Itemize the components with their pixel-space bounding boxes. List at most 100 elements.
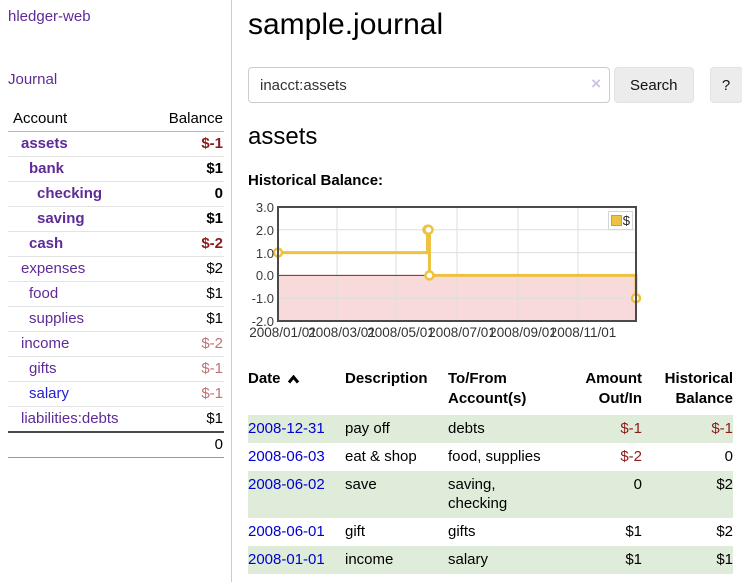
transaction-row: 2008-06-03 eat & shop food, supplies $-2 0 [248,443,733,471]
transaction-amount: 0 [568,471,642,518]
sort-ascending-icon [287,371,300,388]
account-link[interactable]: liabilities:debts [21,410,119,427]
y-axis-tick-label: 3.0 [255,200,274,215]
accounts-table-body: assets $-1 bank $1 checking 0 saving $1 cash $-2 e… [8,131,224,433]
transaction-date-link[interactable]: 2008-01-01 [248,551,325,568]
account-row: income $-2 [8,331,224,357]
transaction-balance: $-1 [642,415,733,443]
account-row: expenses $2 [8,256,224,282]
account-row: liabilities:debts $1 [8,406,224,433]
account-row: checking 0 [8,181,224,207]
account-balance: $1 [147,281,224,307]
account-link[interactable]: assets [21,135,68,152]
transaction-row: 2008-12-31 pay off debts $-1 $-1 [248,415,733,443]
account-balance: 0 [147,181,224,207]
account-link[interactable]: salary [29,385,70,402]
search-bar: × Search ? [248,67,742,103]
transaction-date-link[interactable]: 2008-06-01 [248,523,325,540]
clear-search-icon[interactable]: × [591,74,601,93]
legend-label: $ [622,213,630,228]
account-link[interactable]: income [21,335,70,352]
account-balance: $1 [147,406,224,433]
transaction-balance: 0 [724,448,733,465]
account-link[interactable]: saving [37,210,85,227]
historical-balance-chart: $ 3.0 2.0 1.0 0.0 -1.0 -2.0 2008/01/01 2008/03/… [248,200,742,346]
account-row: saving $1 [8,206,224,232]
y-axis-tick-label: -2.0 [251,314,274,329]
register-header-row: Date Description To/From Account(s) Amou… [248,365,733,415]
accounts-total-value: 0 [147,431,224,458]
search-box: × [248,67,610,103]
accounts-header-account: Account [8,107,148,132]
transaction-row: 2008-06-02 save saving, checking 0 $2 [248,471,733,518]
account-link[interactable]: checking [37,185,103,202]
sidebar-item-journal[interactable]: Journal [8,71,58,88]
transaction-row: 2008-06-01 gift gifts $1 $2 [248,518,733,546]
account-link[interactable]: cash [29,235,64,252]
x-axis-tick-label: 2008/01/01 [249,325,317,340]
legend-swatch-icon [610,215,622,226]
transaction-description: save [345,471,448,518]
account-balance: $1 [147,306,224,332]
transaction-amount: $1 [568,546,642,574]
x-axis-tick-label: 2008/03/01 [308,325,376,340]
transaction-description: income [345,546,448,574]
transaction-accounts: gifts [448,523,476,540]
y-axis-tick-label: 2.0 [255,222,274,238]
account-link[interactable]: bank [29,160,65,177]
chart-plot-area: $ [272,206,642,322]
account-balance: $-1 [147,131,224,157]
account-balance: $-1 [147,356,224,382]
accounts-total-row: 0 [8,431,224,458]
account-balance: $1 [147,156,224,182]
register-header-date[interactable]: Date [248,365,345,415]
y-axis-tick-label: 0.0 [255,268,274,284]
account-balance: $-1 [147,381,224,407]
chart-title: Historical Balance: [248,172,384,189]
register-table: Date Description To/From Account(s) Amou… [248,365,733,574]
x-axis-tick-label: 2008/11/01 [549,325,617,340]
y-axis-tick-label: -1.0 [251,291,274,307]
transaction-balance: $2 [642,471,733,518]
account-balance: $2 [147,256,224,282]
transaction-accounts: food, supplies [448,448,541,465]
transaction-balance: $1 [642,546,733,574]
account-balance: $1 [147,206,224,232]
register-header-amount: Amount Out/In [585,370,642,407]
accounts-table: Account Balance assets $-1 bank $1 checking 0… [8,107,224,458]
account-link[interactable]: gifts [29,360,57,377]
transaction-balance: $2 [716,523,733,540]
register-header-balance: Historical Balance [664,370,733,407]
account-link[interactable]: food [29,285,59,302]
account-row: assets $-1 [8,131,224,157]
account-link[interactable]: supplies [29,310,85,327]
accounts-header-balance: Balance [147,107,224,132]
account-row: gifts $-1 [8,356,224,382]
x-axis-tick-label: 2008/05/01 [367,325,435,340]
main-content: sample.journal × Search ? assets Histori… [232,0,742,582]
account-row: food $1 [8,281,224,307]
chart-legend: $ [607,211,633,230]
search-button[interactable]: Search [614,67,694,103]
app-title-link[interactable]: hledger-web [8,8,91,25]
transaction-accounts: salary [448,546,568,574]
account-row: bank $1 [8,156,224,182]
search-input[interactable] [248,67,610,103]
transaction-description: pay off [345,415,448,443]
transaction-date-link[interactable]: 2008-06-03 [248,448,325,465]
account-balance: $-2 [147,331,224,357]
transaction-amount: $-2 [620,448,642,465]
register-header-accounts: To/From Account(s) [448,370,527,407]
transaction-description: gift [345,523,366,540]
transaction-row: 2008-01-01 income salary $1 $1 [248,546,733,574]
x-axis-tick-label: 2008/09/01 [489,325,557,340]
account-row: cash $-2 [8,231,224,257]
help-button[interactable]: ? [709,67,742,103]
account-row: supplies $1 [8,306,224,332]
transaction-date-link[interactable]: 2008-06-02 [248,476,325,493]
register-table-body: 2008-12-31 pay off debts $-1 $-1 2008-06-03 ea… [248,415,733,574]
sidebar: hledger-web Journal Account Balance asse… [0,0,232,582]
y-axis-tick-label: 1.0 [255,245,274,261]
account-link[interactable]: expenses [21,260,86,277]
transaction-date-link[interactable]: 2008-12-31 [248,420,325,437]
